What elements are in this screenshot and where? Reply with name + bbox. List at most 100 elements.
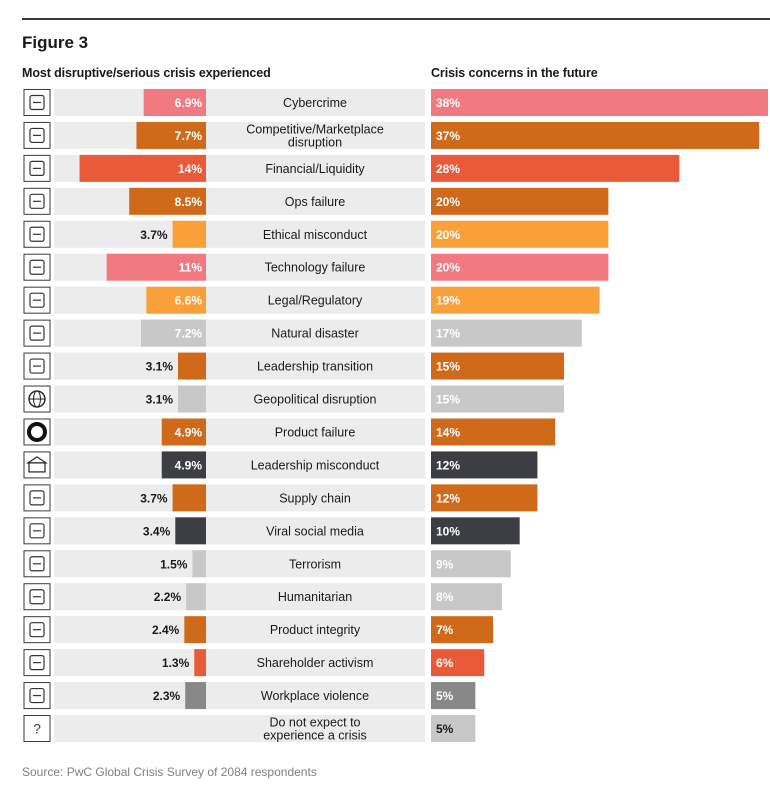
right-bar — [431, 121, 760, 149]
social-media-icon — [23, 517, 51, 545]
left-value-label: 7.7% — [175, 129, 203, 143]
right-bar — [431, 352, 565, 380]
label-row-band — [206, 385, 425, 413]
globe-icon — [23, 385, 51, 413]
left-bar — [178, 352, 206, 380]
icon-frame — [23, 121, 51, 149]
right-bar — [431, 616, 494, 644]
left-bar — [79, 154, 206, 182]
icon-glyph — [29, 193, 45, 209]
label-row-band — [206, 121, 425, 149]
left-bar — [161, 451, 206, 479]
right-bar — [431, 484, 538, 512]
right-bar — [431, 715, 476, 743]
category-label: Natural disaster — [271, 327, 359, 341]
left-value-label: 2.4% — [152, 623, 180, 637]
label-row-band — [206, 253, 425, 281]
handshake-icon — [23, 121, 51, 149]
label-row-band — [206, 352, 425, 380]
left-row-band — [54, 715, 206, 743]
label-row-band — [206, 319, 425, 347]
icon-frame — [23, 715, 51, 743]
left-bar — [172, 220, 206, 248]
left-bar — [175, 517, 206, 545]
icon-frame — [23, 352, 51, 380]
sliders-icon — [23, 649, 51, 677]
right-value-label: 20% — [436, 228, 460, 242]
right-value-label: 20% — [436, 261, 460, 275]
right-value-label: 28% — [436, 162, 460, 176]
right-bar — [431, 583, 502, 611]
category-label-line: disruption — [288, 135, 342, 149]
right-chart-header: Crisis concerns in the future — [431, 66, 598, 80]
right-bar — [431, 88, 768, 116]
supply-chain-icon — [23, 484, 51, 512]
chart-row: 14% Financial/Liquidity 28% — [23, 154, 680, 182]
icon-glyph — [29, 687, 45, 704]
right-value-label: 15% — [436, 360, 460, 374]
left-bar — [146, 286, 206, 314]
chart-row: 2.3% Workplace violence 5% — [23, 682, 476, 710]
icon-glyph — [29, 292, 45, 308]
category-label: Geopolitical disruption — [254, 393, 377, 407]
left-bar — [143, 88, 206, 116]
building-roof — [26, 456, 48, 464]
left-value-label: 4.9% — [175, 425, 203, 439]
category-label: Cybercrime — [283, 96, 347, 110]
right-value-label: 7% — [436, 623, 454, 637]
chart-row: 6.6% Legal/Regulatory 19% — [23, 286, 600, 314]
right-bar — [431, 682, 476, 710]
building-icon — [23, 451, 51, 479]
left-value-label: 3.7% — [140, 491, 168, 505]
chart-row: 3.7% Supply chain 12% — [23, 484, 538, 512]
left-bar — [178, 385, 206, 413]
label-row-band — [206, 187, 425, 215]
category-label: Do not expect to experience a crisis — [263, 716, 367, 743]
icon-glyph — [29, 160, 45, 176]
icon-frame — [23, 154, 51, 182]
chart-row: 11% Technology failure 20% — [23, 253, 609, 281]
chart-row: 6.9% Cybercrime 38% — [23, 88, 768, 116]
left-value-label: 6.6% — [175, 294, 203, 308]
left-value-label: 3.4% — [143, 524, 171, 538]
right-bar — [431, 253, 609, 281]
chart-row: 3.4% Viral social media 10% — [23, 517, 520, 545]
category-label: Leadership transition — [257, 360, 373, 374]
icon-glyph — [29, 226, 45, 242]
right-bar — [431, 319, 582, 347]
right-value-label: 37% — [436, 129, 460, 143]
label-row-band — [206, 583, 425, 611]
left-value-label: 2.2% — [154, 590, 182, 604]
label-row-band — [206, 649, 425, 677]
icon-glyph — [29, 523, 45, 539]
category-label: Product failure — [275, 425, 356, 439]
right-value-label: 6% — [436, 656, 454, 670]
icon-glyph — [29, 259, 45, 275]
right-bar — [431, 220, 609, 248]
right-value-label: 8% — [436, 590, 454, 604]
left-value-label: 14% — [178, 162, 202, 176]
label-row-band — [206, 418, 425, 446]
gavel-icon — [23, 682, 51, 710]
question-icon: ? — [23, 715, 51, 743]
right-bar — [431, 649, 485, 677]
production-line-icon — [23, 616, 51, 644]
category-label-line: Do not expect to — [269, 716, 360, 730]
left-bar — [172, 484, 206, 512]
circuit-icon — [23, 253, 51, 281]
magnifier-person-icon — [23, 220, 51, 248]
right-bar — [431, 451, 538, 479]
lock-window-icon — [23, 550, 51, 578]
category-label: Shareholder activism — [257, 656, 374, 670]
icon-glyph — [29, 622, 45, 638]
category-label: Ethical misconduct — [263, 228, 368, 242]
right-bar — [431, 550, 511, 578]
left-bar — [184, 616, 206, 644]
icon-glyph — [29, 556, 45, 572]
computer-network-icon — [23, 88, 51, 116]
label-row-band — [206, 682, 425, 710]
category-label: Technology failure — [265, 261, 366, 275]
figure-title: Figure 3 — [22, 33, 89, 52]
icon-glyph — [29, 589, 45, 605]
